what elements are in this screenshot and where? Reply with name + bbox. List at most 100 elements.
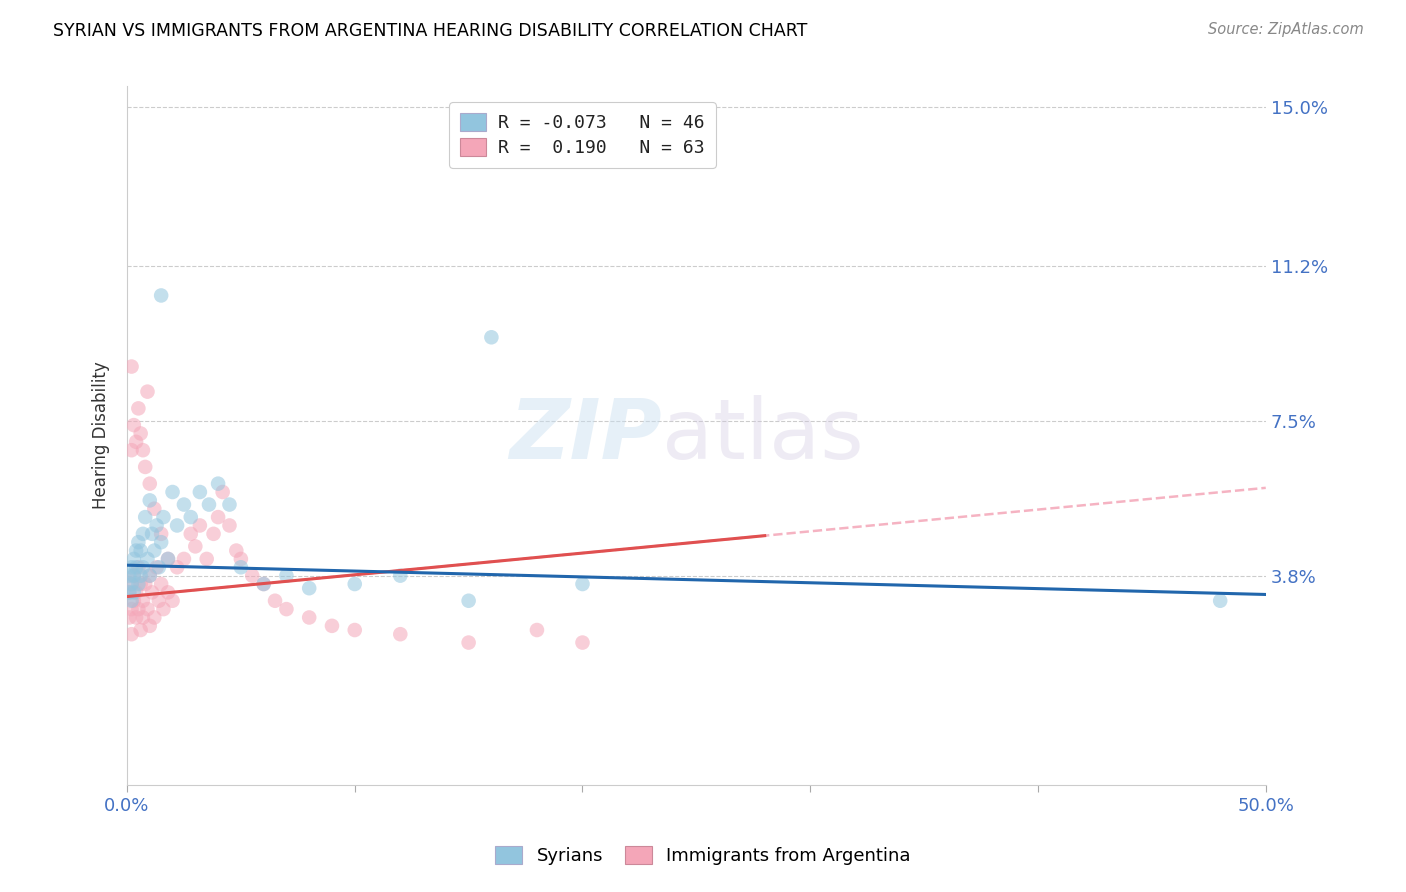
Point xyxy=(173,498,195,512)
Point xyxy=(457,593,479,607)
Point xyxy=(526,623,548,637)
Point xyxy=(118,610,141,624)
Point xyxy=(343,577,366,591)
Point xyxy=(152,510,174,524)
Point xyxy=(343,623,366,637)
Point xyxy=(202,526,225,541)
Point xyxy=(276,568,298,582)
Point xyxy=(129,426,152,441)
Point xyxy=(122,585,145,599)
Point xyxy=(121,577,143,591)
Point xyxy=(150,288,173,302)
Point xyxy=(198,498,221,512)
Point xyxy=(188,485,211,500)
Point xyxy=(276,602,298,616)
Point xyxy=(150,535,173,549)
Point xyxy=(240,568,263,582)
Point xyxy=(229,552,252,566)
Legend: Syrians, Immigrants from Argentina: Syrians, Immigrants from Argentina xyxy=(488,839,918,872)
Point xyxy=(141,526,163,541)
Point xyxy=(143,610,166,624)
Point xyxy=(127,602,149,616)
Point xyxy=(145,560,167,574)
Point xyxy=(389,568,412,582)
Point xyxy=(127,401,149,416)
Point xyxy=(132,443,155,458)
Point xyxy=(121,602,143,616)
Point xyxy=(321,619,343,633)
Point xyxy=(156,552,179,566)
Point xyxy=(264,593,287,607)
Point xyxy=(457,635,479,649)
Point xyxy=(118,568,141,582)
Point xyxy=(136,552,159,566)
Point xyxy=(139,619,162,633)
Point xyxy=(571,577,593,591)
Point xyxy=(125,560,148,574)
Point xyxy=(152,602,174,616)
Point xyxy=(148,593,170,607)
Point xyxy=(1209,593,1232,607)
Point xyxy=(139,476,162,491)
Point xyxy=(125,543,148,558)
Legend: R = -0.073   N = 46, R =  0.190   N = 63: R = -0.073 N = 46, R = 0.190 N = 63 xyxy=(450,103,716,168)
Point xyxy=(139,568,162,582)
Point xyxy=(122,568,145,582)
Point xyxy=(389,627,412,641)
Point xyxy=(132,560,155,574)
Point xyxy=(136,384,159,399)
Point xyxy=(129,577,152,591)
Point xyxy=(127,577,149,591)
Point xyxy=(150,577,173,591)
Point xyxy=(136,602,159,616)
Point xyxy=(180,526,202,541)
Point xyxy=(173,552,195,566)
Point xyxy=(143,501,166,516)
Point xyxy=(132,610,155,624)
Point xyxy=(225,543,247,558)
Point xyxy=(253,577,276,591)
Point xyxy=(207,510,229,524)
Point xyxy=(118,585,141,599)
Point xyxy=(118,585,141,599)
Text: SYRIAN VS IMMIGRANTS FROM ARGENTINA HEARING DISABILITY CORRELATION CHART: SYRIAN VS IMMIGRANTS FROM ARGENTINA HEAR… xyxy=(53,22,808,40)
Point xyxy=(125,434,148,449)
Point xyxy=(298,581,321,595)
Point xyxy=(134,577,156,591)
Point xyxy=(122,593,145,607)
Point xyxy=(156,552,179,566)
Point xyxy=(143,543,166,558)
Point xyxy=(134,510,156,524)
Point xyxy=(253,577,276,591)
Point xyxy=(180,510,202,524)
Point xyxy=(132,593,155,607)
Text: Source: ZipAtlas.com: Source: ZipAtlas.com xyxy=(1208,22,1364,37)
Point xyxy=(162,485,184,500)
Point xyxy=(121,627,143,641)
Point xyxy=(218,518,240,533)
Point xyxy=(125,585,148,599)
Point xyxy=(121,560,143,574)
Point xyxy=(121,359,143,374)
Point xyxy=(479,330,502,344)
Point xyxy=(122,418,145,433)
Point xyxy=(139,493,162,508)
Point xyxy=(162,593,184,607)
Point xyxy=(121,593,143,607)
Point xyxy=(121,443,143,458)
Point xyxy=(188,518,211,533)
Point xyxy=(229,560,252,574)
Y-axis label: Hearing Disability: Hearing Disability xyxy=(93,361,110,509)
Point xyxy=(122,568,145,582)
Text: atlas: atlas xyxy=(662,395,863,476)
Point xyxy=(218,498,240,512)
Point xyxy=(298,610,321,624)
Point xyxy=(129,543,152,558)
Point xyxy=(166,560,188,574)
Point xyxy=(121,577,143,591)
Point xyxy=(125,610,148,624)
Point xyxy=(145,518,167,533)
Point xyxy=(195,552,218,566)
Point xyxy=(129,568,152,582)
Point xyxy=(132,526,155,541)
